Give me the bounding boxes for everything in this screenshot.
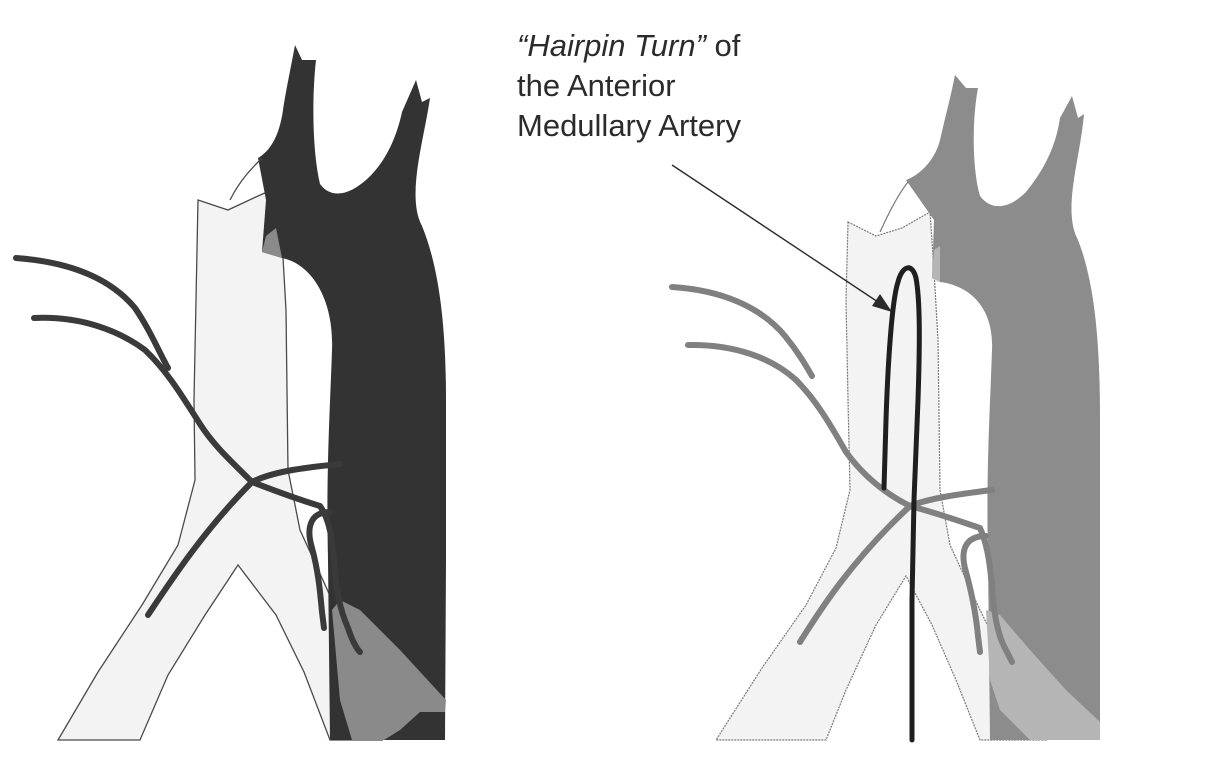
left-artery-main: [145, 461, 343, 618]
left-neck-outline: [229, 157, 263, 201]
left-dark-vessel: [258, 45, 446, 740]
callout-arrow-line: [671, 164, 885, 307]
callout-line-1: “Hairpin Turn” of: [517, 26, 817, 66]
right-artery-descending: [907, 503, 1015, 665]
right-gray-vessel: [906, 75, 1100, 740]
left-overlap-bottom: [332, 600, 446, 740]
right-artery-lower: [685, 341, 913, 509]
right-artery-hook: [960, 533, 989, 655]
left-artery-upper: [13, 255, 171, 371]
left-panel: [13, 45, 446, 741]
callout-line-3: Medullary Artery: [517, 108, 741, 143]
left-artery-lower: [31, 314, 255, 485]
right-artery-main: [797, 487, 995, 645]
left-artery-hook: [306, 509, 333, 631]
callout-quoted-term: “Hairpin Turn”: [517, 28, 706, 63]
left-overlap-top: [262, 228, 282, 258]
right-overlap-bottom: [986, 610, 1100, 740]
callout-arrowhead: [872, 294, 892, 312]
callout-label: “Hairpin Turn” of the Anterior Medullary…: [517, 26, 817, 146]
callout-line-1-rest: of: [705, 28, 741, 63]
right-overlap-top: [932, 246, 940, 282]
callout-line-2: the Anterior: [517, 68, 676, 103]
hairpin-artery: [881, 265, 922, 743]
right-panel: [669, 75, 1100, 743]
right-neck-outline: [879, 181, 909, 233]
left-artery-descending: [249, 479, 363, 655]
right-arteries: [669, 284, 1015, 665]
callout-arrow: [671, 164, 892, 312]
right-light-structure: [714, 211, 1047, 741]
right-artery-upper: [669, 284, 815, 379]
left-arteries: [13, 255, 363, 655]
